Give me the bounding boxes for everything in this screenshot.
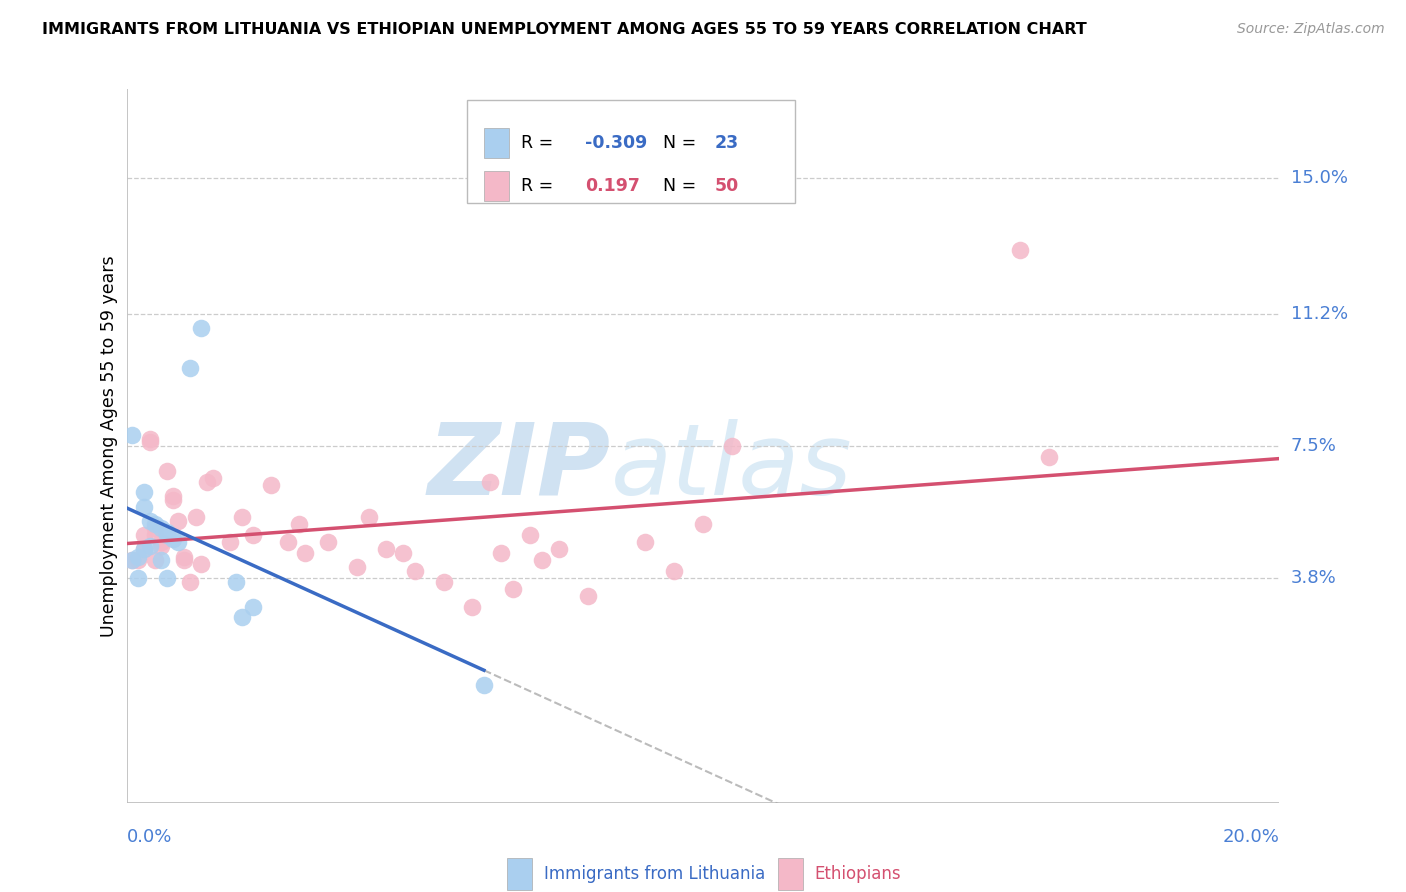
- Point: [156, 528, 179, 542]
- Point: [145, 528, 166, 542]
- Point: [346, 560, 368, 574]
- Point: [634, 535, 657, 549]
- Point: [242, 528, 264, 542]
- Text: Source: ZipAtlas.com: Source: ZipAtlas.com: [1237, 22, 1385, 37]
- Point: [138, 514, 160, 528]
- Point: [167, 514, 190, 528]
- Point: [231, 610, 253, 624]
- Point: [664, 564, 686, 578]
- Bar: [484, 170, 509, 201]
- Point: [145, 521, 166, 535]
- Point: [132, 542, 155, 557]
- Text: 23: 23: [714, 134, 738, 152]
- Point: [288, 517, 311, 532]
- Point: [219, 535, 242, 549]
- Point: [195, 475, 218, 489]
- Text: 0.0%: 0.0%: [127, 828, 172, 846]
- Point: [692, 517, 714, 532]
- Point: [145, 517, 166, 532]
- Text: 11.2%: 11.2%: [1291, 305, 1348, 323]
- Point: [150, 521, 173, 535]
- Point: [277, 535, 299, 549]
- Point: [433, 574, 456, 589]
- Point: [156, 464, 179, 478]
- Point: [530, 553, 553, 567]
- Point: [162, 532, 184, 546]
- Point: [1008, 243, 1031, 257]
- Point: [374, 542, 398, 557]
- Point: [318, 535, 340, 549]
- Point: [162, 492, 184, 507]
- Point: [150, 539, 173, 553]
- Point: [392, 546, 415, 560]
- Text: -0.309: -0.309: [585, 134, 648, 152]
- Point: [150, 553, 173, 567]
- Text: R =: R =: [520, 134, 558, 152]
- Point: [156, 571, 179, 585]
- Point: [145, 553, 166, 567]
- Point: [502, 582, 524, 596]
- Point: [138, 539, 160, 553]
- Point: [184, 510, 207, 524]
- Point: [472, 678, 495, 692]
- Point: [121, 553, 143, 567]
- Point: [225, 574, 247, 589]
- FancyBboxPatch shape: [467, 100, 796, 203]
- Point: [173, 553, 195, 567]
- Text: 0.197: 0.197: [585, 177, 640, 194]
- Bar: [484, 128, 509, 158]
- Text: Immigrants from Lithuania: Immigrants from Lithuania: [544, 865, 765, 883]
- Text: N =: N =: [662, 134, 702, 152]
- Point: [132, 485, 155, 500]
- Point: [179, 360, 201, 375]
- Point: [138, 432, 160, 446]
- Point: [489, 546, 512, 560]
- Text: ZIP: ZIP: [427, 419, 610, 516]
- Point: [173, 549, 195, 564]
- Point: [150, 535, 173, 549]
- Text: N =: N =: [662, 177, 702, 194]
- Point: [179, 574, 201, 589]
- Point: [720, 439, 742, 453]
- Point: [357, 510, 380, 524]
- Text: IMMIGRANTS FROM LITHUANIA VS ETHIOPIAN UNEMPLOYMENT AMONG AGES 55 TO 59 YEARS CO: IMMIGRANTS FROM LITHUANIA VS ETHIOPIAN U…: [42, 22, 1087, 37]
- Text: R =: R =: [520, 177, 564, 194]
- Point: [548, 542, 571, 557]
- Point: [127, 571, 149, 585]
- Point: [190, 321, 212, 335]
- Point: [121, 428, 143, 442]
- Y-axis label: Unemployment Among Ages 55 to 59 years: Unemployment Among Ages 55 to 59 years: [100, 255, 118, 637]
- Text: Ethiopians: Ethiopians: [815, 865, 901, 883]
- Point: [461, 599, 484, 614]
- Point: [138, 435, 160, 450]
- Point: [404, 564, 426, 578]
- Text: 3.8%: 3.8%: [1291, 569, 1336, 587]
- Point: [167, 535, 190, 549]
- Point: [132, 500, 155, 514]
- Point: [132, 528, 155, 542]
- Point: [519, 528, 541, 542]
- Point: [576, 589, 599, 603]
- Point: [478, 475, 501, 489]
- Point: [156, 524, 179, 539]
- Bar: [778, 858, 803, 890]
- Point: [202, 471, 225, 485]
- Point: [231, 510, 253, 524]
- Text: atlas: atlas: [610, 419, 852, 516]
- Point: [127, 549, 149, 564]
- Text: 7.5%: 7.5%: [1291, 437, 1337, 455]
- Text: 15.0%: 15.0%: [1291, 169, 1347, 187]
- Point: [242, 599, 264, 614]
- Point: [1038, 450, 1060, 464]
- Text: 20.0%: 20.0%: [1223, 828, 1279, 846]
- Text: 50: 50: [714, 177, 738, 194]
- Bar: [508, 858, 533, 890]
- Point: [121, 553, 143, 567]
- Point: [132, 542, 155, 557]
- Point: [127, 553, 149, 567]
- Point: [162, 489, 184, 503]
- Point: [294, 546, 316, 560]
- Point: [190, 557, 212, 571]
- Point: [259, 478, 281, 492]
